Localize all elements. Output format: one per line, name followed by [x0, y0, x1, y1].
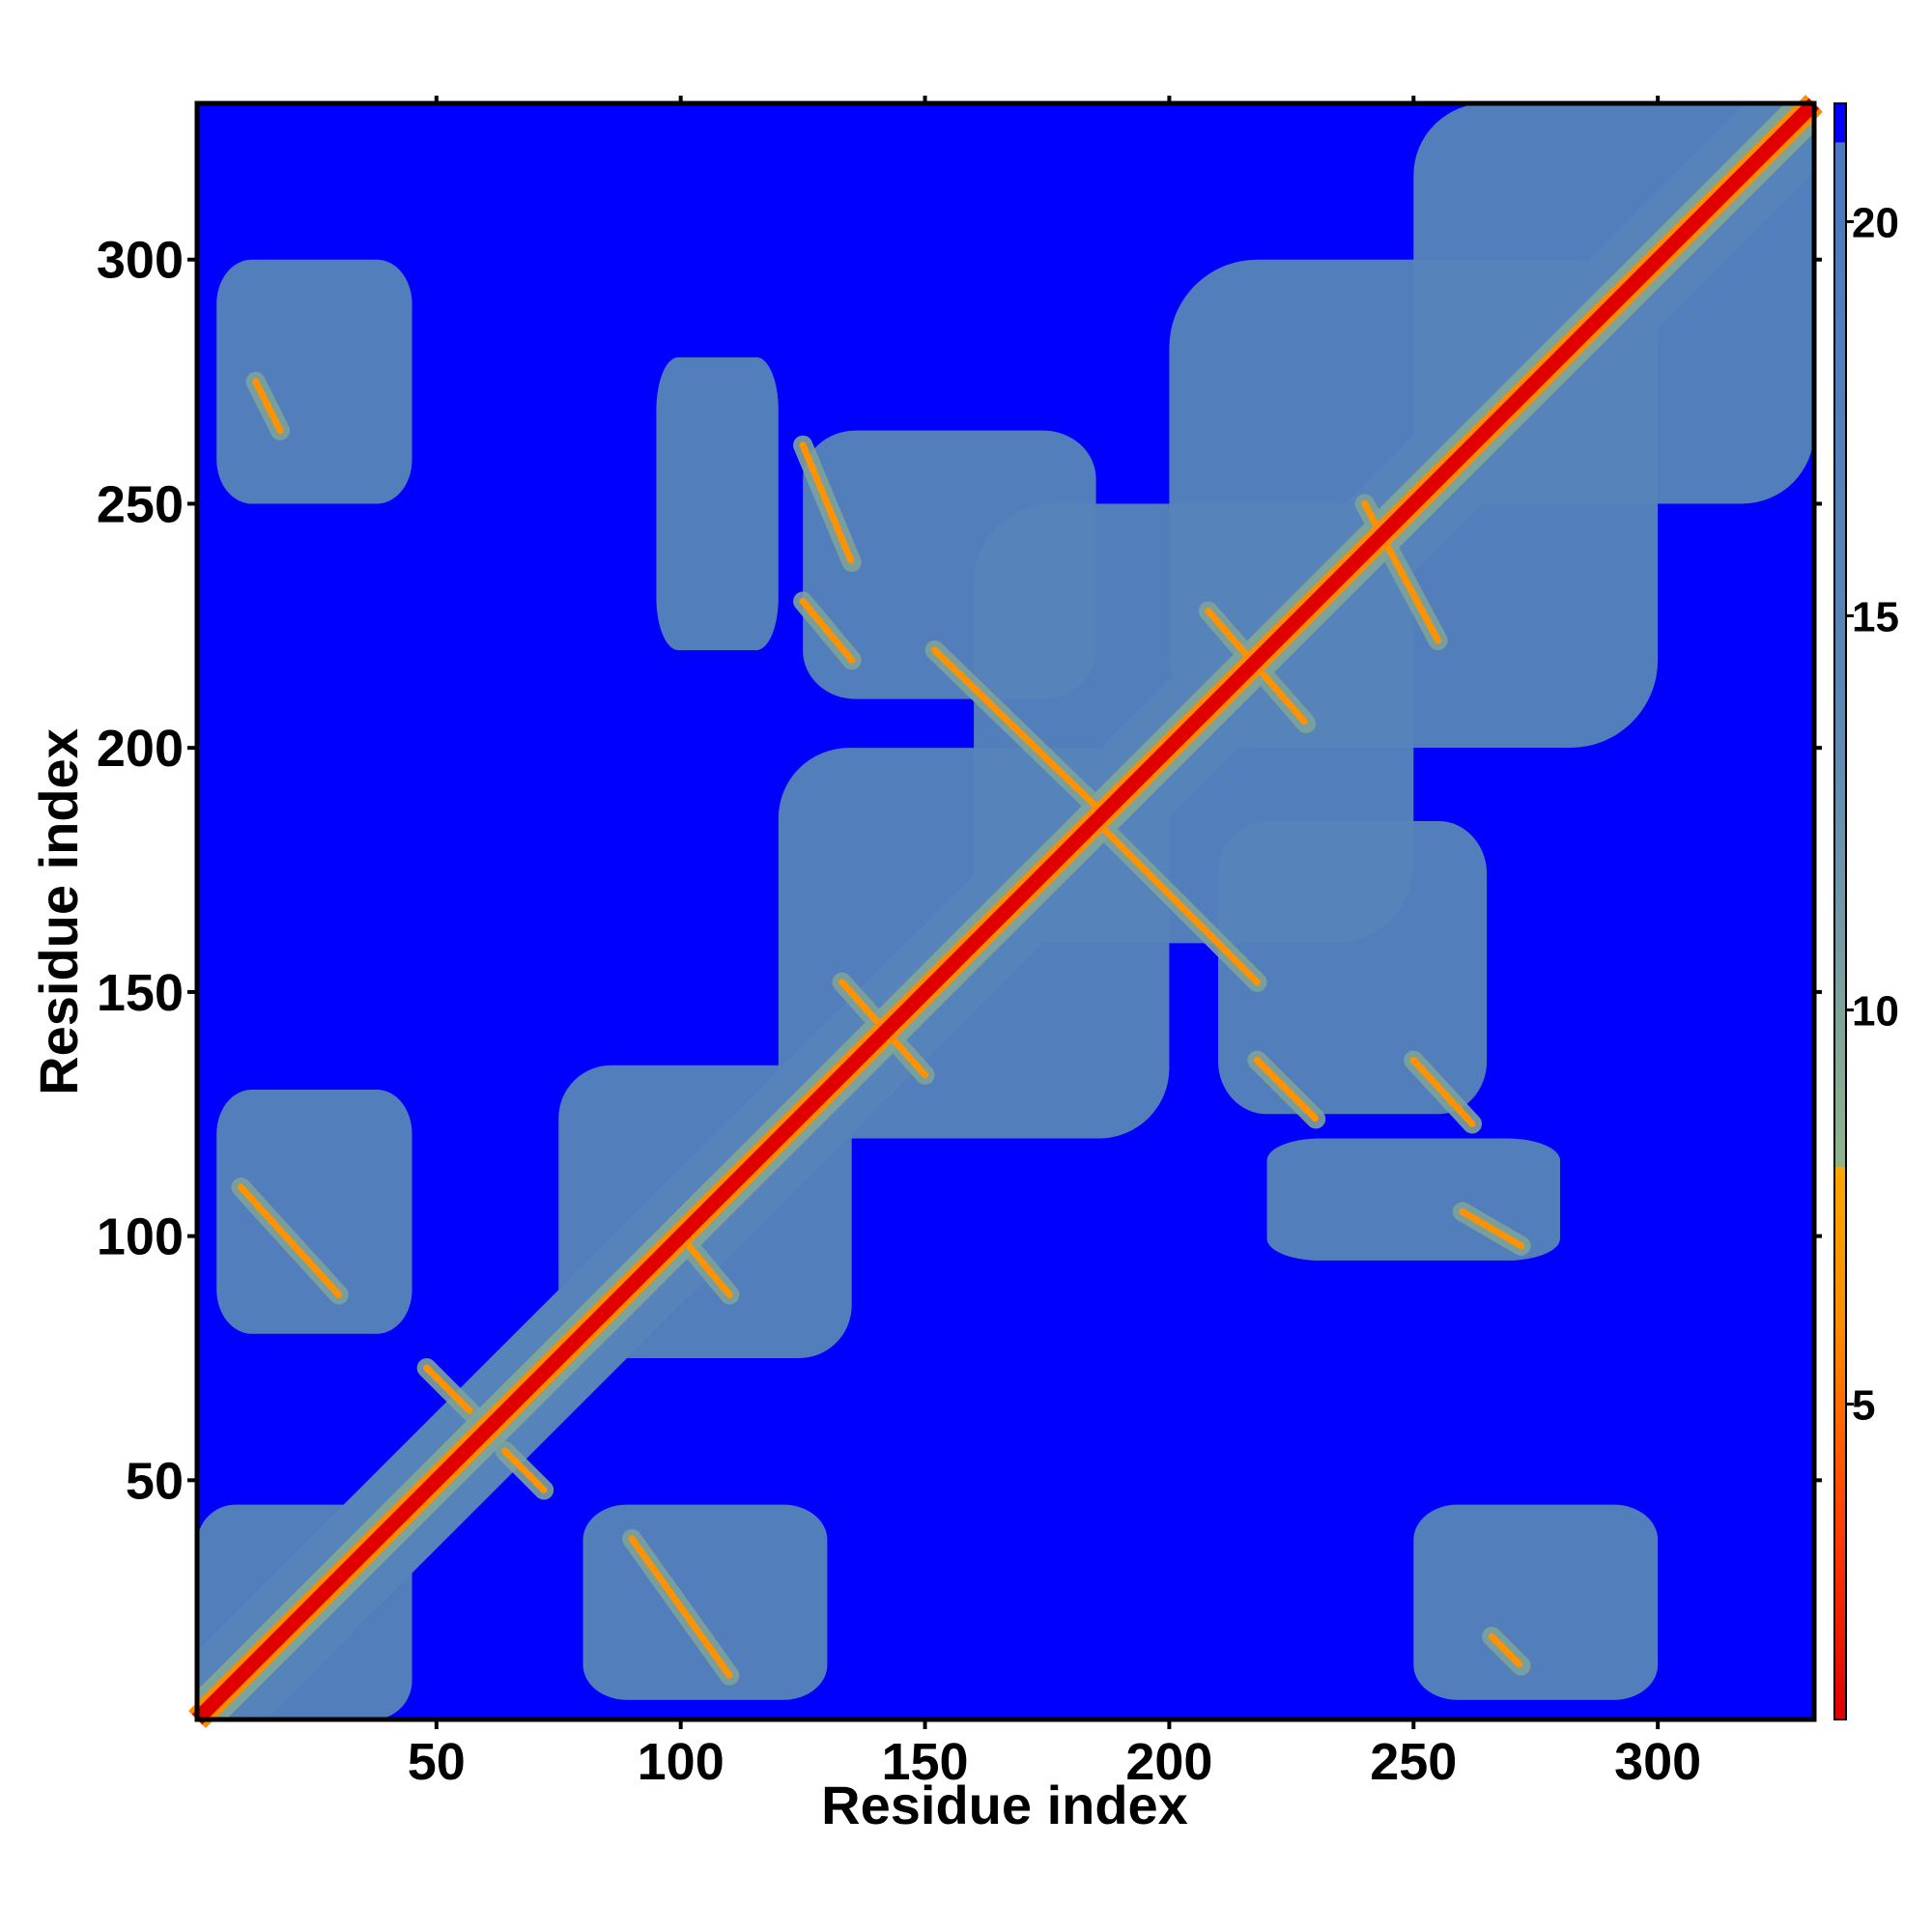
close-contact — [1093, 817, 1261, 986]
close-contact — [1409, 1057, 1476, 1127]
y-tick-label: 150 — [97, 964, 184, 1022]
contact-region — [656, 356, 779, 651]
close-contact — [252, 378, 284, 435]
close-contact — [1488, 1633, 1525, 1669]
close-contact — [423, 1364, 474, 1416]
colorbar: 5 10 15 20 — [1833, 102, 1899, 1720]
close-contact — [501, 1447, 548, 1493]
plot-frame — [194, 100, 1817, 1722]
colorbar-tick-label: 15 — [1852, 593, 1899, 640]
x-tick-label: 100 — [638, 1733, 724, 1791]
x-tick-label: 200 — [1125, 1733, 1212, 1791]
plot-area — [188, 95, 1823, 1728]
colorbar-scale — [1833, 102, 1847, 1720]
y-axis-title: Residue index — [28, 728, 89, 1095]
close-contact — [677, 1233, 733, 1298]
y-tick-label: 250 — [97, 475, 184, 533]
close-contact — [799, 598, 856, 664]
x-tick-label: 250 — [1370, 1733, 1457, 1791]
x-tick-label: 150 — [881, 1733, 968, 1791]
colorbar-tick-label: 20 — [1852, 199, 1899, 246]
x-tick-label: 300 — [1614, 1733, 1701, 1791]
contact-region — [216, 259, 412, 504]
y-tick-label: 300 — [97, 232, 184, 290]
close-contact — [628, 1535, 733, 1680]
contact-region — [216, 1089, 412, 1334]
contact-region — [582, 1504, 828, 1700]
close-contact — [931, 646, 1100, 810]
contact-region — [803, 430, 1096, 699]
y-tick-label: 50 — [126, 1452, 184, 1510]
colorbar-tick-label: 5 — [1852, 1382, 1875, 1430]
colorbar-tick-label: 10 — [1852, 988, 1899, 1036]
diagonal — [191, 98, 1820, 1725]
x-tick-label: 50 — [408, 1733, 466, 1791]
x-axis-title: Residue index — [821, 1775, 1188, 1835]
close-contact — [237, 1183, 343, 1298]
contact-region — [1413, 1504, 1659, 1700]
close-contact — [1253, 1057, 1320, 1122]
close-contact — [799, 441, 856, 566]
y-tick-label: 200 — [97, 720, 184, 778]
y-tick-label: 100 — [97, 1208, 184, 1266]
close-contact — [1459, 1208, 1525, 1250]
contact-region — [1217, 820, 1488, 1115]
axes: 50 100 150 200 250 300 50 100 150 200 250 300 — [97, 96, 1822, 1791]
